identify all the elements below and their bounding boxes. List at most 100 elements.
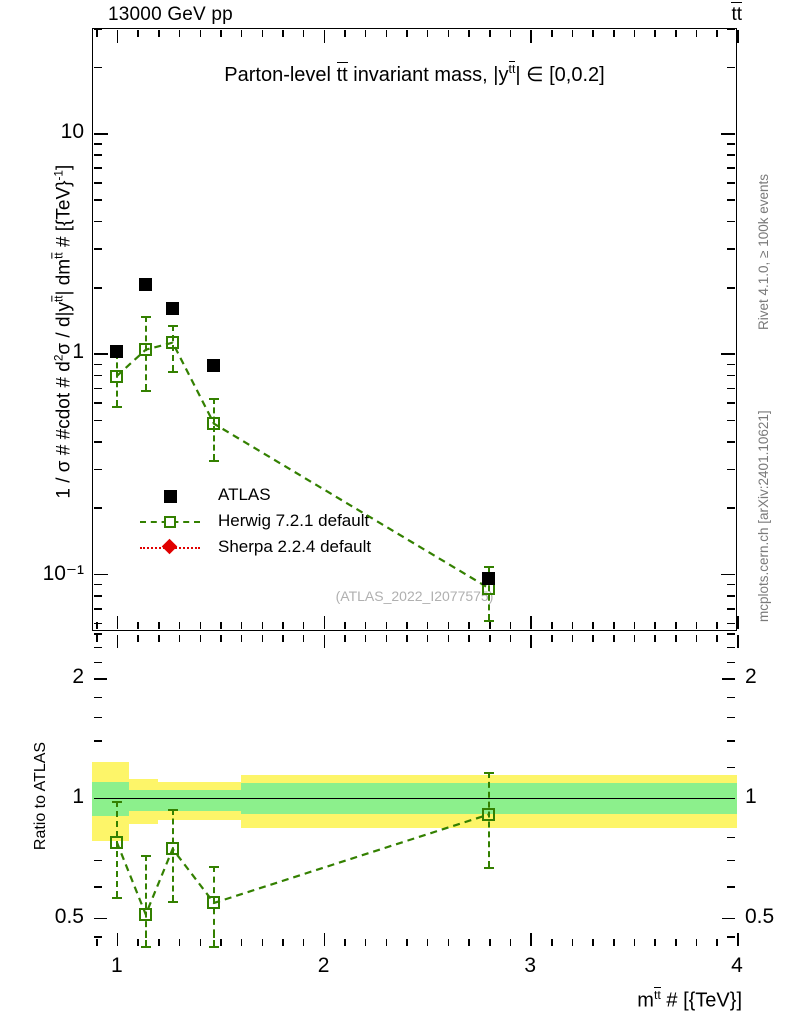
x-tick-ratio-top (406, 634, 408, 642)
y-tick-ratio (93, 633, 102, 635)
x-tick-main-bottom (240, 622, 243, 630)
x-tick-main-bottom (178, 622, 181, 630)
x-tick-ratio-bottom (426, 939, 429, 947)
y-tick-main-right (727, 419, 736, 422)
x-tick-ratio-top (654, 634, 656, 642)
x-tick-main-top (447, 29, 450, 37)
y-tick-main (93, 248, 102, 250)
y-tick-ratio (93, 716, 102, 719)
x-tick-ratio-top (447, 634, 450, 642)
x-tick-main-top (509, 29, 512, 37)
axis-tick-label: 10 (60, 120, 84, 144)
herwig-ratio-error-bar-cap-top (483, 772, 494, 775)
herwig-ratio-error-bar-cap-top (140, 854, 151, 857)
x-tick-ratio-top (96, 634, 98, 642)
y-tick-main-right (727, 220, 736, 223)
x-tick-main-top (199, 29, 202, 37)
x-tick-main-top (96, 29, 98, 37)
x-tick-ratio-top (592, 634, 594, 642)
y-tick-main (93, 199, 102, 202)
x-tick-ratio-bottom (488, 939, 491, 947)
x-tick-ratio-top (158, 634, 160, 642)
x-tick-ratio-bottom (737, 933, 739, 947)
atlas-marker (166, 301, 180, 315)
axis-tick-label: 1 (110, 954, 123, 977)
x-tick-main-top (302, 29, 305, 37)
x-tick-ratio-top (488, 634, 491, 642)
x-tick-ratio-bottom (240, 939, 243, 947)
y-tick-main (93, 374, 102, 377)
x-tick-ratio-bottom (612, 939, 615, 947)
x-tick-main-top (261, 29, 264, 37)
x-tick-main-bottom (323, 616, 326, 630)
y-tick-ratio (93, 859, 102, 862)
herwig-ratio-error-bar (144, 854, 147, 946)
x-tick-ratio-bottom (199, 939, 202, 947)
x-tick-ratio-bottom (344, 939, 346, 947)
beam-energy-label: 13000 GeV pp (108, 4, 233, 25)
x-tick-main-bottom (488, 622, 491, 630)
herwig-error-bar-cap-top (483, 566, 494, 569)
herwig-ratio-error-bar (115, 800, 118, 897)
x-tick-main-bottom (385, 622, 388, 630)
herwig-marker (139, 343, 153, 357)
y-tick-main-right (727, 607, 736, 610)
y-tick-main (93, 220, 102, 223)
x-tick-main-top (633, 29, 636, 37)
x-tick-ratio-top (178, 634, 181, 642)
x-tick-ratio-top (364, 634, 367, 642)
x-tick-main-top (716, 29, 718, 37)
x-tick-ratio-top (116, 634, 119, 648)
x-tick-ratio-top (468, 634, 470, 642)
axis-tick-label: 2 (72, 665, 84, 689)
axis-tick-label: 2 (745, 665, 757, 689)
x-tick-main-top (426, 29, 429, 37)
filled-square-icon (164, 490, 177, 503)
y-tick-main (93, 143, 102, 145)
herwig-error-bar-cap-bottom (483, 619, 494, 622)
y-tick-main (93, 363, 102, 366)
y-tick-main (93, 583, 102, 586)
x-tick-ratio-top (612, 634, 615, 642)
x-tick-main-bottom (612, 622, 615, 630)
y-tick-main-right (727, 402, 736, 404)
x-tick-ratio-bottom (96, 939, 98, 947)
x-tick-main-bottom (282, 622, 284, 630)
y-tick-main-right (727, 441, 736, 443)
herwig-marker (110, 369, 124, 383)
y-tick-ratio-right (727, 859, 736, 862)
y-tick-ratio-right (727, 633, 736, 635)
y-tick-main (93, 287, 102, 289)
y-tick-main (93, 154, 102, 157)
y-tick-ratio (93, 696, 102, 699)
herwig-error-bar-cap-bottom (111, 405, 122, 408)
x-tick-main-top (468, 29, 470, 37)
x-tick-main-top (364, 29, 367, 37)
x-tick-ratio-bottom (178, 939, 181, 947)
x-tick-ratio-bottom (695, 939, 698, 947)
x-tick-ratio-top (426, 634, 429, 642)
x-tick-ratio-top (261, 634, 264, 642)
herwig-error-bar (115, 353, 118, 406)
axis-tick-label: 4 (731, 954, 743, 977)
bin-edge-marker (212, 932, 215, 948)
y-tick-main-right (727, 595, 736, 597)
herwig-ratio-marker (139, 907, 153, 921)
herwig-error-bar-cap-bottom (167, 371, 178, 374)
x-tick-ratio-top (323, 634, 326, 648)
x-tick-main-top (406, 29, 408, 37)
y-tick-main-right (721, 133, 736, 135)
x-tick-main-bottom (550, 622, 553, 630)
x-tick-main-top (220, 29, 222, 37)
x-tick-ratio-bottom (385, 939, 388, 947)
x-tick-main-top (612, 29, 615, 37)
axis-tick-label: 1 (72, 340, 84, 364)
x-tick-main-bottom (737, 616, 739, 630)
axis-tick-label: 0.5 (54, 904, 84, 928)
x-tick-ratio-top (633, 634, 636, 642)
atlas-marker (139, 278, 153, 292)
x-tick-main-bottom (633, 622, 636, 630)
axis-tick-label: 10⁻¹ (42, 561, 84, 585)
x-tick-main-bottom (530, 616, 532, 630)
herwig-ratio-error-bar-cap-top (167, 808, 178, 811)
